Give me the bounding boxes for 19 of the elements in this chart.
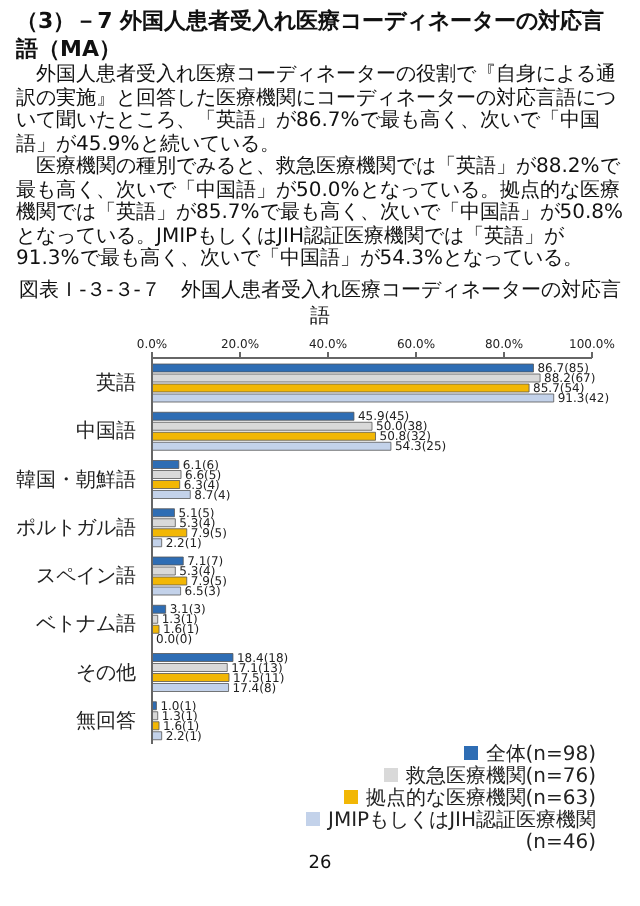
y-tick-label: ベトナム語	[36, 611, 136, 636]
legend-label: JMIPもしくはJIH認証医療機関(n=46)	[328, 809, 596, 853]
chart-subtitle: 図表Ｉ-３-３-７ 外国人患者受入れ医療コーディネーターの対応言語	[17, 277, 623, 329]
y-tick-label: 無回答	[76, 707, 136, 732]
legend-label: 拠点的な医療機関(n=63)	[365, 787, 596, 809]
y-tick-label: スペイン語	[36, 563, 136, 588]
bar	[152, 440, 392, 450]
y-tick-label: ポルトガル語	[16, 514, 136, 539]
text: 26	[306, 853, 334, 873]
y-tick-label: 英語	[96, 370, 136, 395]
y-tick-label: 韓国・朝鮮語	[16, 466, 136, 491]
y-tick-label: 中国語	[76, 418, 136, 443]
bar	[152, 623, 160, 633]
legend-label: 救急医療機関(n=76)	[405, 765, 596, 787]
text: 医療機関の種別でみると、救急医療機関では「英語」が88.2%で最も高く、次いで「中国語」が50.0%となっている。拠点的な医療機関では「英語」が85.7%で最も高く、次いで「中国語」が50.8%となっている。JMIPもしくはJIH認証医療機関では「英語」が91.3%で最も高く、次いで「中国語」が54.3%となっている。	[16, 156, 624, 271]
chart-title: （3）－7 外国人患者受入れ医療コーディネーターの対応言語（MA）	[16, 8, 607, 63]
text: 外国人患者受入れ医療コーディネーターの役割で『自身による通訳の実施』と回答した医療機関にコーディネーターの対応言語について聞いたところ、「英語」が86.7%で最も高く、次いで「中国語」が45.9%と続いている。	[16, 64, 618, 155]
y-tick-label: その他	[76, 659, 136, 684]
legend-label: 全体(n=98)	[485, 743, 596, 765]
